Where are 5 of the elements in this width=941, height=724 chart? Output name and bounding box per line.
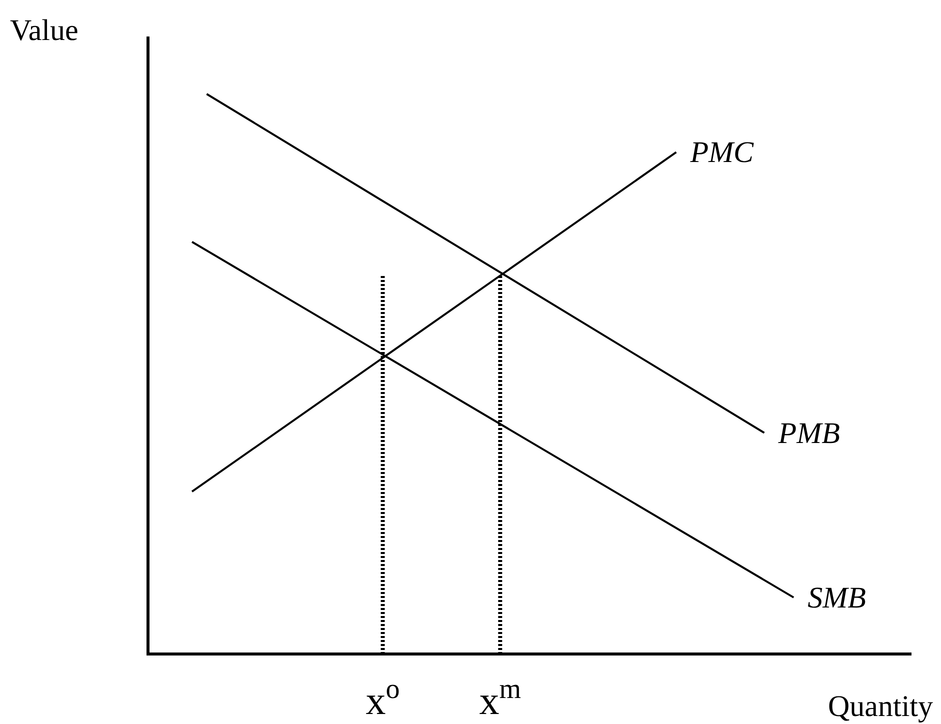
- y-axis-title: Value: [10, 14, 78, 47]
- series-label: SMB: [808, 581, 866, 614]
- x-axis-title: Quantity: [828, 690, 934, 723]
- series-label: PMB: [777, 416, 840, 450]
- series-label: PMC: [689, 136, 755, 170]
